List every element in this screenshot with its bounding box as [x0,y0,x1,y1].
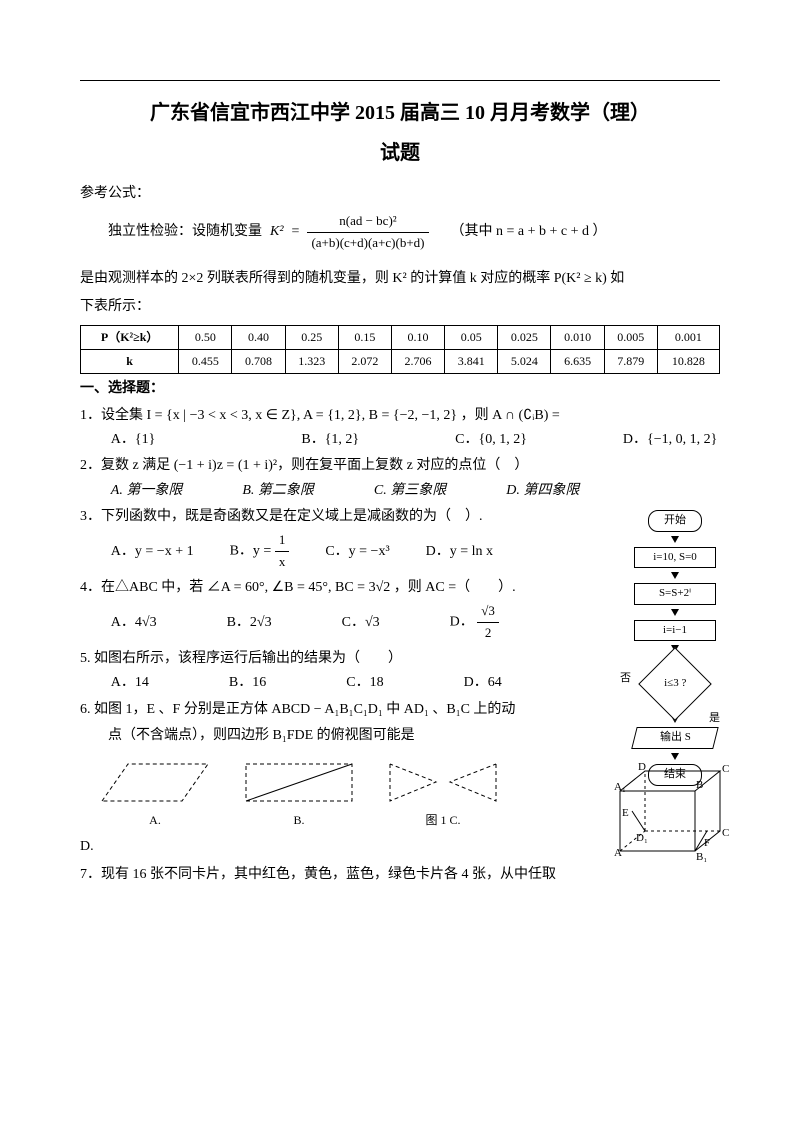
cube-figure: A B₁ C₁ D₁ A₁ B C D E F [600,756,730,876]
row1-head: P（K²≥k） [81,325,179,349]
q4-opt-b: B．2√3 [227,612,272,634]
question-2: 2．复数 z 满足 (−1 + i)z = (1 + i)²，则在复平面上复数 … [80,455,720,477]
page-subtitle: 试题 [80,137,720,169]
q1-opt-a: A．{1} [111,429,156,451]
shape-c: 图 1 C. [388,756,498,830]
svg-text:C₁: C₁ [722,827,730,839]
fc-no-label: 否 [620,670,631,688]
page-title: 广东省信宜市西江中学 2015 届高三 10 月月考数学（理） [80,97,720,129]
svg-text:D₁: D₁ [636,832,648,844]
fc-condition: i≤3 ? [638,648,712,722]
shape-c-label: 图 1 C. [388,811,498,830]
q3-opt-c: C．y = −x³ [325,541,389,563]
svg-text:B: B [696,779,703,791]
svg-text:A₁: A₁ [614,781,626,793]
q2-opt-a: A. 第一象限 [111,480,183,502]
frac-numer: n(ad − bc)² [307,211,428,233]
fc-yes-label: 是 [709,710,720,728]
formula-fraction: n(ad − bc)² (a+b)(c+d)(a+c)(b+d) [307,211,428,254]
svg-text:E: E [622,807,629,819]
arrow-down-icon [671,609,679,616]
shape-a: A. [100,756,210,830]
shape-b-label: B. [244,811,354,830]
q4-opt-d: D． √3 2 [450,601,499,644]
bowtie-icon [388,756,498,811]
section-1-head: 一、选择题： [80,378,720,400]
q5-opt-c: C．18 [346,672,383,694]
sample-text-2: 下表所示： [80,296,720,318]
q2-opt-b: B. 第二象限 [242,480,314,502]
q3-opt-a: A．y = −x + 1 [111,541,194,563]
independence-formula: 独立性检验：设随机变量 K² = n(ad − bc)² (a+b)(c+d)(… [108,211,720,254]
fc-start: 开始 [648,510,702,532]
row2-head: k [81,349,179,373]
q3-opt-d: D．y = ln x [426,541,493,563]
q3-opt-b: B．y = 1 x [230,530,290,573]
k-value-table: P（K²≥k） 0.50 0.40 0.25 0.15 0.10 0.05 0.… [80,325,720,374]
q1-opt-d: D．{−1, 0, 1, 2} [623,429,717,451]
fc-s-step: S=S+2ⁱ [634,583,716,605]
shape-a-label: A. [100,811,210,830]
arrow-down-icon [671,572,679,579]
fc-i-step: i=i−1 [634,620,716,642]
table-row: P（K²≥k） 0.50 0.40 0.25 0.15 0.10 0.05 0.… [81,325,720,349]
table-row: k 0.455 0.708 1.323 2.072 2.706 3.841 5.… [81,349,720,373]
q5-opt-a: A．14 [111,672,149,694]
flowchart: 开始 i=10, S=0 S=S+2ⁱ i=i−1 否 i≤3 ? 是 输出 S… [620,506,730,790]
svg-text:A: A [614,847,622,859]
svg-text:D: D [638,761,646,773]
svg-text:F: F [704,837,710,849]
ref-formula-label: 参考公式： [80,183,720,205]
question-1: 1．设全集 I = {x | −3 < x < 3, x ∈ Z}, A = {… [80,405,720,427]
q2-opt-c: C. 第三象限 [374,480,446,502]
equals: = [292,221,300,243]
sample-text-1: 是由观测样本的 2×2 列联表所得到的随机变量，则 K² 的计算值 k 对应的概… [80,268,720,290]
q5-opt-b: B．16 [229,672,266,694]
independence-label: 独立性检验：设随机变量 [108,221,262,243]
arrow-down-icon [671,536,679,543]
parallelogram-icon [100,756,210,811]
q5-opt-d: D．64 [464,672,502,694]
q2-opt-d: D. 第四象限 [506,480,579,502]
top-rule [80,80,720,81]
cube-icon: A B₁ C₁ D₁ A₁ B C D E F [600,756,730,876]
frac-denom: (a+b)(c+d)(a+c)(b+d) [307,233,428,254]
q4-opt-c: C．√3 [342,612,380,634]
rhs-figure-region: 开始 i=10, S=0 S=S+2ⁱ i=i−1 否 i≤3 ? 是 输出 S… [80,506,720,830]
k-squared: K² [270,221,284,243]
quad-diag-icon [244,756,354,811]
q4-opt-a: A．4√3 [111,612,157,634]
q1-opt-c: C．{0, 1, 2} [455,429,527,451]
svg-text:B₁: B₁ [696,851,707,863]
q2-options: A. 第一象限 B. 第二象限 C. 第三象限 D. 第四象限 [111,480,720,502]
fc-init: i=10, S=0 [634,547,716,569]
q1-opt-b: B．{1, 2} [301,429,359,451]
q1-options: A．{1} B．{1, 2} C．{0, 1, 2} D．{−1, 0, 1, … [111,429,720,451]
fc-output: 输出 S [631,727,718,749]
where-clause: （其中 n = a + b + c + d ） [451,221,607,243]
svg-text:C: C [722,763,729,775]
shape-b: B. [244,756,354,830]
